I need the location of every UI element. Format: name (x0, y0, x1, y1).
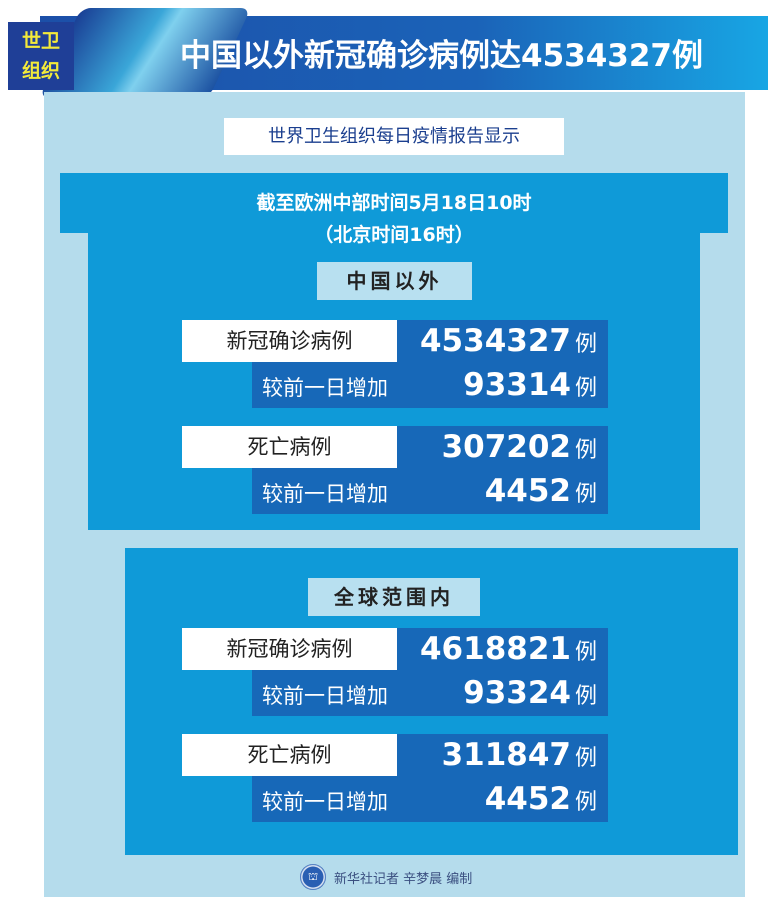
section-label: 全球范围内 (308, 578, 480, 616)
stat-value: 4534327 例 (397, 323, 597, 359)
stat-label: 死亡病例 (182, 426, 397, 468)
stat-label: 新冠确诊病例 (182, 320, 397, 362)
stat-number: 4534327 (419, 323, 571, 359)
stat-unit: 例 (574, 746, 597, 771)
stat-label: 死亡病例 (182, 734, 397, 776)
increase-unit: 例 (574, 790, 597, 815)
stat-unit: 例 (574, 438, 597, 463)
increase-number: 4452 (484, 781, 571, 817)
credit: 新华社记者 辛梦晨 编制 (334, 871, 473, 887)
increase-value: 93324 例 (397, 675, 597, 711)
tag-line: 组织 (21, 60, 60, 82)
time-line-2: （北京时间16时） (314, 224, 474, 246)
increase-label: 较前一日增加 (262, 790, 388, 814)
stat-value: 307202 例 (397, 429, 597, 465)
stat-number: 307202 (441, 429, 571, 465)
tag-line: 世卫 (21, 30, 60, 52)
stat-number: 311847 (441, 737, 571, 773)
stat-unit: 例 (574, 640, 597, 665)
increase-label: 较前一日增加 (262, 684, 388, 708)
increase-unit: 例 (574, 376, 597, 401)
increase-value: 4452 例 (397, 781, 597, 817)
increase-number: 93314 (463, 367, 571, 403)
increase-label: 较前一日增加 (262, 482, 388, 506)
increase-unit: 例 (574, 684, 597, 709)
page-title: 中国以外新冠确诊病例达4534327例 (180, 38, 703, 74)
xinhua-logo-icon: ⛫ (300, 864, 326, 890)
time-band (60, 173, 728, 233)
increase-label: 较前一日增加 (262, 376, 388, 400)
increase-number: 4452 (484, 473, 571, 509)
increase-unit: 例 (574, 482, 597, 507)
section-label: 中国以外 (317, 262, 472, 300)
who-tag: 世卫 组织 (8, 22, 74, 90)
stat-label: 新冠确诊病例 (182, 628, 397, 670)
increase-value: 93314 例 (397, 367, 597, 403)
footer: ⛫ 新华社记者 辛梦晨 编制 (300, 862, 472, 892)
increase-number: 93324 (463, 675, 571, 711)
stat-value: 311847 例 (397, 737, 597, 773)
stat-unit: 例 (574, 332, 597, 357)
increase-value: 4452 例 (397, 473, 597, 509)
stat-number: 4618821 (419, 631, 571, 667)
time-line-1: 截至欧洲中部时间5月18日10时 (256, 192, 532, 214)
stat-value: 4618821 例 (397, 631, 597, 667)
subtitle: 世界卫生组织每日疫情报告显示 (224, 118, 564, 155)
